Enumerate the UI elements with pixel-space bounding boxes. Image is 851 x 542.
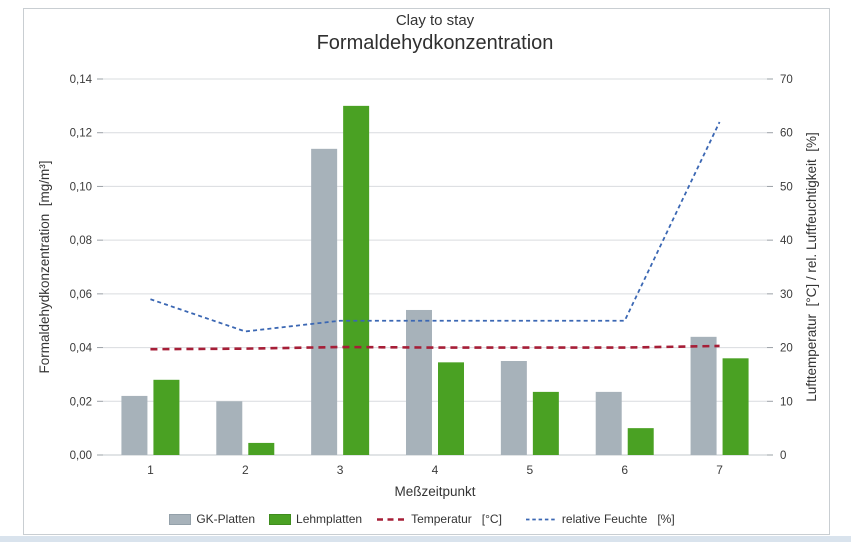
left-axis-tick-label: 0,02 [70, 396, 92, 408]
bar-gk-platten [311, 148, 338, 456]
bar-lehmplatten [627, 428, 654, 455]
right-axis-tick-label: 20 [780, 343, 793, 355]
bar-lehmplatten [153, 379, 180, 455]
bar-gk-platten [121, 395, 148, 455]
chart-subtitle: Formaldehydkonzentration [316, 32, 554, 54]
bar-gk-platten [500, 361, 527, 455]
left-axis-tick-label: 0,04 [70, 343, 93, 355]
legend-item-lehmplatten: Lehmplatten [269, 512, 362, 526]
legend-label: relative Feuchte [561, 512, 648, 526]
x-category-label: 5 [527, 463, 534, 477]
legend-label: GK-Platten [196, 512, 256, 526]
bar-gk-platten [216, 401, 243, 455]
right-axis-tick-label: 0 [780, 450, 786, 462]
left-axis-tick-label: 0,00 [70, 450, 92, 462]
right-axis-title: Lufttemperatur [°C] / rel. Luftfeuchtigk… [804, 132, 819, 402]
bar-gk-platten [406, 309, 432, 455]
left-axis-tick-label: 0,08 [70, 235, 92, 247]
chart-title: Clay to stay [395, 12, 475, 29]
x-category-label: 3 [337, 463, 344, 477]
line-relative-feuchte [150, 121, 721, 333]
dashed-line-swatch-feuchte [525, 518, 556, 520]
chart-legend: GK-Platten Lehmplatten Temperatur [°C] r… [23, 509, 830, 529]
legend-label: Temperatur [411, 512, 472, 526]
bar-swatch-lehmplatten [269, 513, 292, 525]
bar-swatch-gk-platten [169, 513, 192, 525]
right-axis-tick-label: 70 [780, 74, 793, 86]
right-axis-tick-label: 50 [780, 181, 793, 193]
legend-item-temperatur: Temperatur [°C] [376, 512, 511, 526]
bar-lehmplatten [532, 391, 559, 455]
right-axis-tick-label: 30 [780, 289, 793, 301]
left-axis-tick-label: 0,06 [70, 289, 92, 301]
x-category-label: 7 [716, 463, 723, 477]
bottom-accent-strip [0, 536, 851, 542]
legend-label: Lehmplatten [296, 512, 363, 526]
right-axis-tick-label: 10 [780, 396, 793, 408]
x-category-label: 1 [147, 463, 154, 477]
left-axis-tick-label: 0,14 [70, 74, 93, 86]
legend-item-relative-feuchte: relative Feuchte [%] [525, 512, 684, 526]
left-axis-tick-label: 0,10 [70, 181, 92, 193]
dashed-line-swatch-temperatur [377, 517, 406, 521]
x-category-label: 2 [242, 463, 249, 477]
left-axis-title: Formaldehydkonzentration [mg/m³] [37, 160, 52, 374]
right-axis-tick-label: 60 [780, 128, 793, 140]
bar-lehmplatten [438, 362, 464, 455]
legend-item-gk-platten: GK-Platten [169, 512, 255, 526]
bar-gk-platten [595, 391, 622, 455]
bar-lehmplatten [722, 358, 749, 455]
right-axis-tick-label: 40 [780, 235, 793, 247]
bar-lehmplatten [248, 442, 275, 455]
x-category-label: 4 [432, 463, 439, 477]
x-axis-title: Meßzeitpunkt [394, 484, 476, 499]
line-temperatur [150, 344, 720, 351]
bar-gk-platten [690, 336, 717, 455]
x-category-label: 6 [621, 463, 628, 477]
legend-unit-percent: [%] [657, 512, 675, 526]
legend-unit-celsius: [°C] [481, 512, 502, 526]
bar-lehmplatten [343, 105, 370, 455]
left-axis-tick-label: 0,12 [70, 128, 92, 140]
